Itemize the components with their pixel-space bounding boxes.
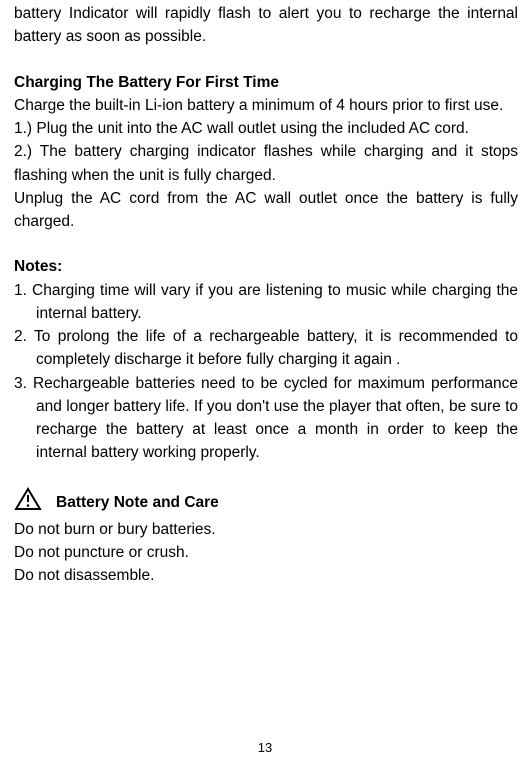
care-item-2: Do not puncture or crush.	[14, 541, 518, 564]
charging-unplug: Unplug the AC cord from the AC wall outl…	[14, 187, 518, 234]
page-number: 13	[0, 738, 530, 758]
note-item-3: 3. Rechargeable batteries need to be cyc…	[14, 372, 518, 465]
intro-paragraph: battery Indicator will rapidly flash to …	[14, 2, 518, 49]
note-item-1: 1. Charging time will vary if you are li…	[14, 279, 518, 326]
battery-care-heading: Battery Note and Care	[14, 487, 518, 518]
care-item-3: Do not disassemble.	[14, 564, 518, 587]
warning-triangle-icon	[14, 487, 42, 518]
charging-heading: Charging The Battery For First Time	[14, 71, 518, 94]
note-item-2: 2. To prolong the life of a rechargeable…	[14, 325, 518, 372]
notes-heading: Notes:	[14, 255, 518, 278]
care-heading-text: Battery Note and Care	[56, 491, 219, 514]
charging-step-1: 1.) Plug the unit into the AC wall outle…	[14, 117, 518, 140]
charging-intro: Charge the built-in Li-ion battery a min…	[14, 94, 518, 117]
care-item-1: Do not burn or bury batteries.	[14, 518, 518, 541]
charging-step-2: 2.) The battery charging indicator flash…	[14, 140, 518, 187]
